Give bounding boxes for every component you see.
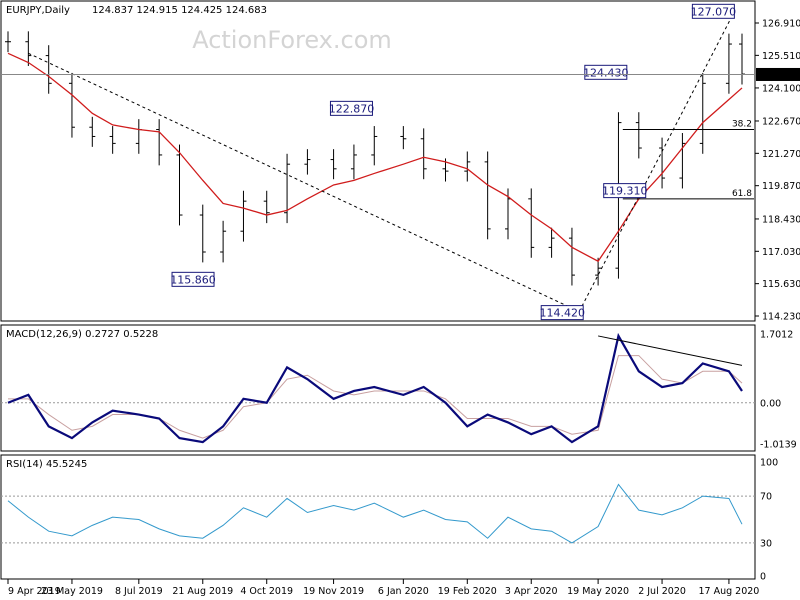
price-annotation-label: 119.310 — [602, 185, 648, 198]
price-title: EURJPY,Daily — [6, 5, 70, 16]
macd-title: MACD(12,26,9) 0.2727 0.5228 — [6, 329, 158, 340]
x-tick-label: 9 Apr 2019 — [8, 586, 61, 597]
price-y-tick-label: 119.870 — [762, 181, 800, 192]
x-tick-label: 19 Nov 2019 — [303, 586, 364, 597]
last-price-label: 124.683 — [760, 70, 799, 81]
price-annotation-box — [171, 271, 215, 287]
fib-level-label: 38.2 — [732, 120, 752, 130]
price-annotation-box — [540, 305, 584, 321]
x-tick-label: 8 Jul 2019 — [115, 586, 163, 597]
watermark: ActionForex.com — [192, 26, 392, 54]
price-annotation-box — [691, 3, 735, 19]
price-annotation-box — [329, 100, 373, 116]
price-y-tick-label: 121.270 — [762, 149, 800, 160]
price-y-tick-label: 114.230 — [762, 312, 800, 323]
rsi-y-tick-label: 100 — [760, 458, 778, 469]
price-annotation-box — [603, 183, 647, 199]
price-annotation-label: 124.430 — [583, 66, 629, 79]
last-price-tag — [756, 67, 800, 81]
macd-pane — [0, 324, 756, 452]
rsi-y-tick-label: 70 — [760, 492, 772, 503]
rsi-title: RSI(14) 45.5245 — [6, 459, 87, 470]
price-annotation-box — [584, 64, 628, 80]
macd-signal-line — [8, 355, 743, 439]
price-annotation-label: 115.860 — [170, 273, 216, 286]
x-tick-label: 2 Jul 2020 — [638, 586, 686, 597]
price-ohlc: 124.837 124.915 124.425 124.683 — [92, 5, 267, 16]
macd-y-tick-label: 1.7012 — [760, 330, 793, 341]
price-y-tick-label: 122.670 — [762, 116, 800, 127]
rsi-line — [7, 483, 743, 544]
x-tick-label: 3 Apr 2020 — [505, 586, 558, 597]
x-tick-label: 21 Aug 2019 — [172, 586, 233, 597]
macd-trendline — [598, 335, 743, 366]
macd-y-tick-label: -1.0139 — [760, 440, 797, 451]
x-tick-label: 4 Oct 2019 — [240, 586, 293, 597]
rsi-y-tick-label: 0 — [760, 572, 766, 583]
macd-y-tick-label: 0.00 — [760, 398, 781, 409]
rising-trendline — [578, 19, 731, 312]
price-y-tick-label: 117.030 — [762, 247, 800, 258]
fib-level-label: 61.8 — [732, 189, 752, 199]
x-tick-label: 6 Jan 2020 — [378, 586, 429, 597]
price-y-tick-label: 124.100 — [762, 83, 800, 94]
rsi-pane — [0, 454, 756, 580]
price-y-tick-label: 115.630 — [762, 279, 800, 290]
rsi-y-tick-label: 30 — [760, 538, 772, 549]
x-tick-label: 23 May 2019 — [41, 586, 103, 597]
moving-average-line — [7, 52, 743, 263]
price-annotation-label: 114.420 — [539, 307, 585, 320]
price-y-tick-label: 125.510 — [762, 51, 800, 62]
price-annotation-label: 122.870 — [329, 102, 375, 115]
price-y-tick-label: 126.910 — [762, 19, 800, 30]
price-pane — [0, 0, 756, 322]
price-annotation-label: 127.070 — [691, 5, 737, 18]
x-tick-label: 19 May 2020 — [567, 586, 629, 597]
macd-line — [7, 332, 743, 444]
price-y-tick-label: 118.430 — [762, 214, 800, 225]
x-tick-label: 19 Feb 2020 — [438, 586, 497, 597]
x-tick-label: 17 Aug 2020 — [698, 586, 759, 597]
